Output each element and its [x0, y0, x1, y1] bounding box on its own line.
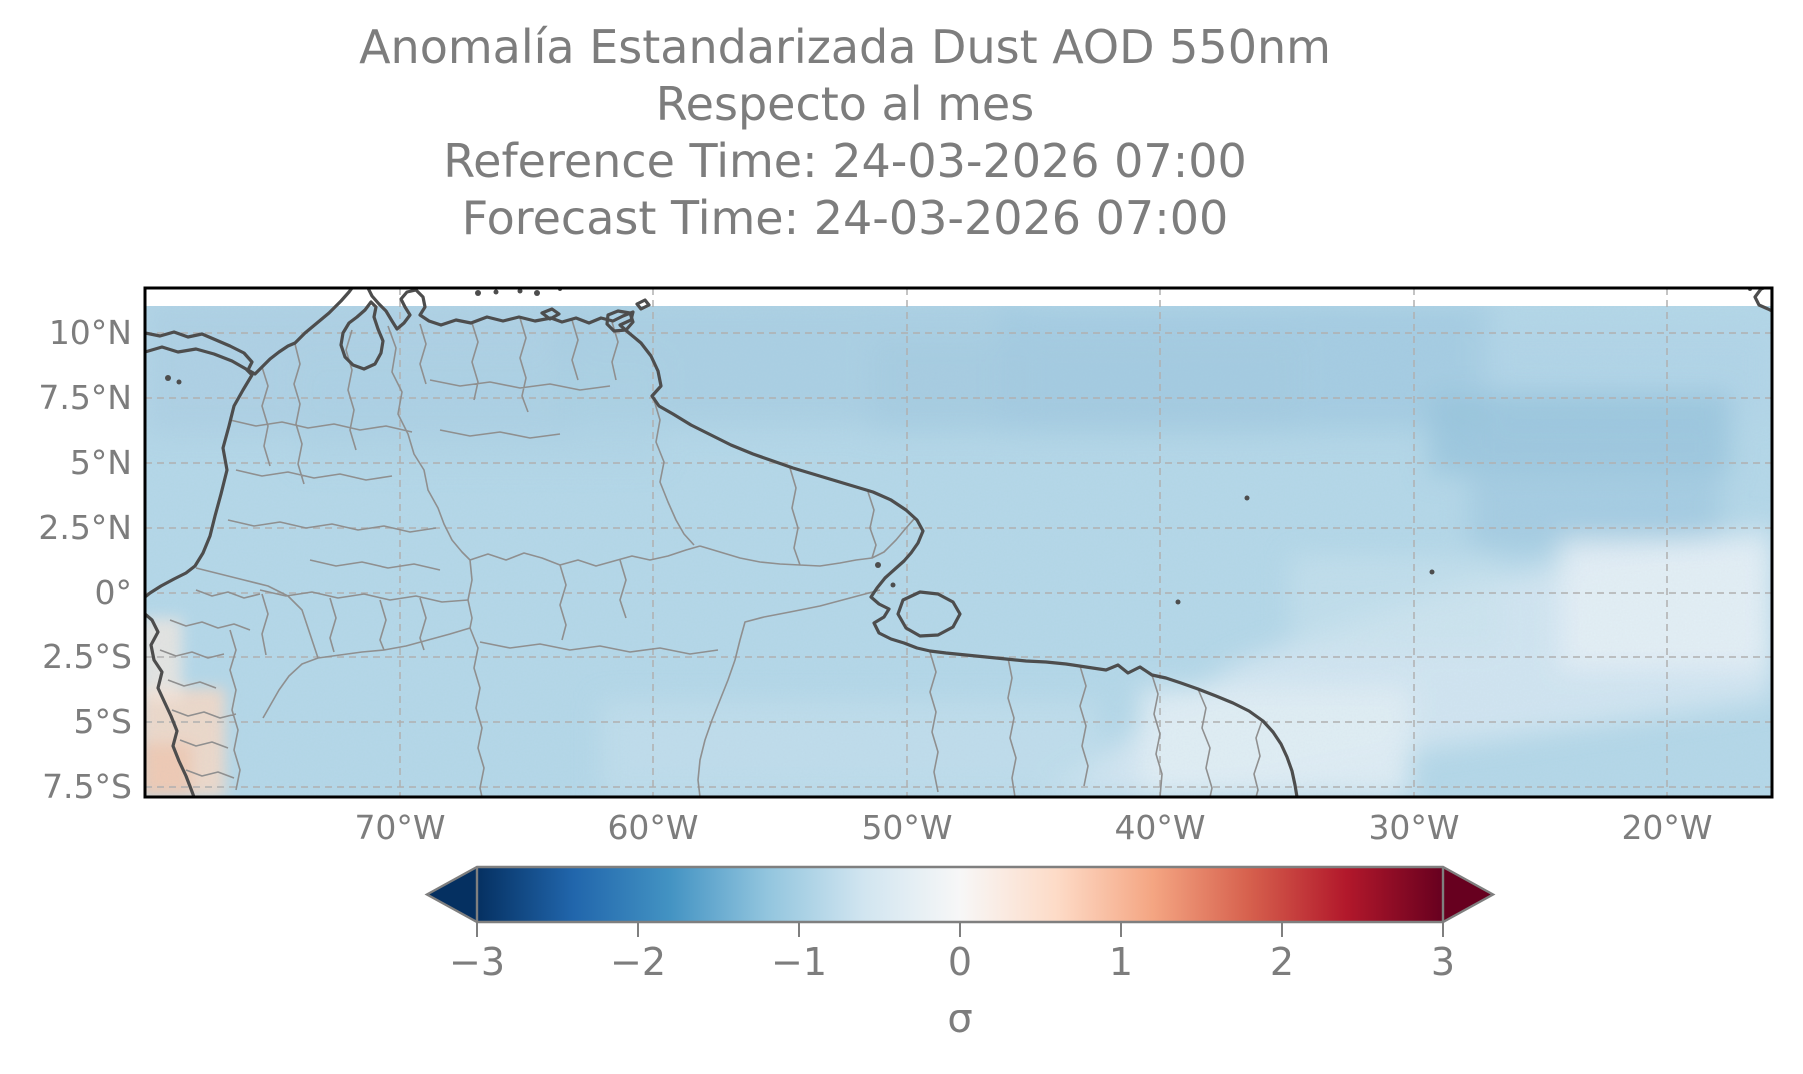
coastline-pacific: [145, 345, 254, 797]
colorbar-ticks: [476, 922, 1444, 937]
x-tick-60w: 60°W: [607, 808, 699, 847]
x-tick-50w: 50°W: [861, 808, 953, 847]
y-tick-2-5n: 2.5°N: [38, 508, 132, 547]
x-tick-30w: 30°W: [1368, 808, 1460, 847]
x-tick-20w: 20°W: [1621, 808, 1713, 847]
colorbar: [424, 865, 1496, 937]
colorbar-left-arrow: [427, 867, 477, 922]
state-borders: [159, 317, 1089, 793]
cb-tick-neg1: −1: [770, 940, 828, 984]
y-tick-7-5n: 7.5°N: [38, 378, 132, 417]
title-line-1: Anomalía Estandarizada Dust AOD 550nm: [359, 20, 1331, 74]
title-line-2: Respecto al mes: [655, 77, 1035, 131]
y-tick-2-5s: 2.5°S: [42, 637, 132, 676]
colorbar-unit-label: σ: [947, 996, 973, 1042]
cb-tick-neg2: −2: [609, 940, 667, 984]
map-frame: [143, 286, 1774, 799]
coastline-main: [145, 288, 1299, 797]
x-tick-40w: 40°W: [1114, 808, 1206, 847]
y-tick-0: 0°: [94, 573, 133, 612]
title-line-4: Forecast Time: 24-03-2026 07:00: [461, 191, 1229, 245]
small-islands: [165, 288, 1752, 605]
cb-tick-1: 1: [1108, 940, 1134, 984]
title-line-3: Reference Time: 24-03-2026 07:00: [443, 134, 1247, 188]
cb-tick-3: 3: [1430, 940, 1456, 984]
lake-maracaibo: [339, 300, 385, 371]
pcolormesh-noise: [145, 288, 1772, 797]
x-tick-70w: 70°W: [354, 808, 446, 847]
cb-tick-neg3: −3: [448, 940, 506, 984]
y-tick-5n: 5°N: [69, 443, 132, 482]
cb-tick-2: 2: [1269, 940, 1295, 984]
cb-tick-0: 0: [947, 940, 973, 984]
colorbar-right-arrow: [1443, 867, 1493, 922]
y-tick-5s: 5°S: [73, 702, 132, 741]
islands-outline: [540, 288, 1772, 638]
no-data-strip: [145, 288, 1772, 306]
y-tick-7-5s: 7.5°S: [42, 767, 132, 806]
colorbar-gradient: [477, 867, 1443, 922]
graticule-gridlines: [145, 288, 1772, 797]
y-tick-10n: 10°N: [48, 313, 132, 352]
map-data-field: [145, 288, 1772, 797]
